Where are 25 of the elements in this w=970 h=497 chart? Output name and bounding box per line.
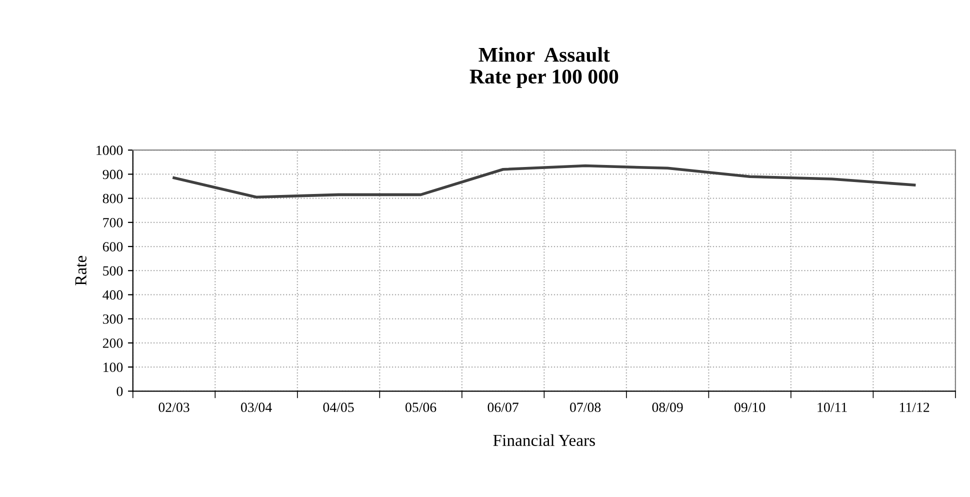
y-tick-label: 600 [102, 242, 123, 252]
x-tick-label: 07/08 [570, 402, 601, 412]
y-tick-label: 100 [104, 362, 123, 372]
y-tick-label: 400 [102, 290, 123, 300]
y-tick-label: 800 [102, 194, 123, 204]
y-tick-label: 700 [103, 218, 123, 228]
line-series [172, 164, 916, 198]
y-tick-label: 300 [103, 314, 123, 324]
x-tick-label: 03/04 [240, 402, 272, 412]
chart-title: Minor Assault Rate per 100 000 [470, 47, 618, 88]
x-axis-title: Financial Years [493, 434, 595, 446]
y-tick-label: 1000 [96, 146, 123, 156]
x-tick-label: 02/03 [158, 402, 190, 412]
y-axis-title: Rate [75, 256, 86, 286]
x-tick-label: 09/10 [734, 402, 766, 412]
x-tick-label: 05/06 [405, 402, 436, 412]
x-tick-label: 11/12 [900, 402, 930, 412]
x-tick-label: 04/05 [323, 402, 354, 412]
y-tick-label: 200 [102, 338, 123, 348]
x-tick-label: 10/11 [818, 402, 847, 412]
y-tick-label: 900 [102, 170, 123, 180]
y-tick-label: 500 [103, 266, 123, 276]
x-tick-label: 08/09 [652, 402, 683, 412]
y-tick-label: 0 [116, 386, 123, 396]
x-tick-label: 06/07 [488, 402, 518, 412]
